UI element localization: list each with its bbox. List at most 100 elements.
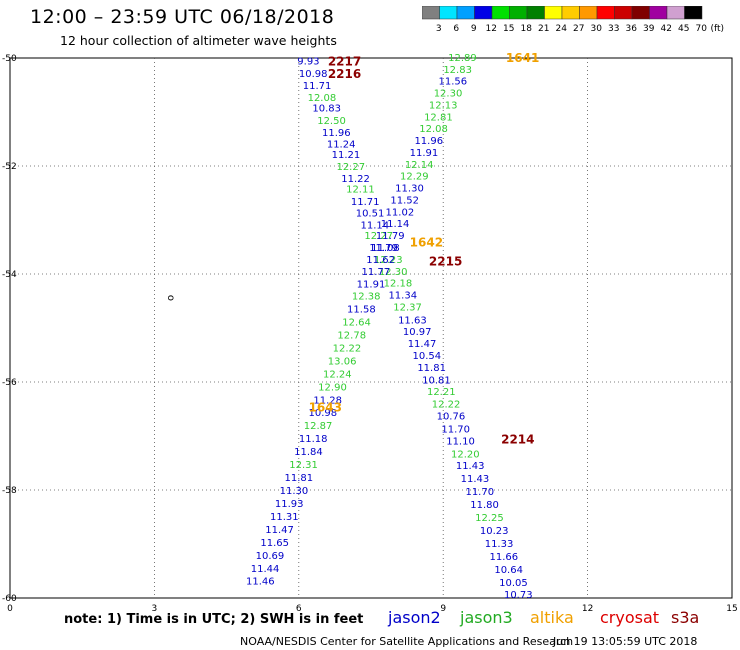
wave-height-label: 11.47 (408, 339, 437, 350)
colorbar-label: 21 (538, 24, 549, 34)
colorbar-label: 33 (608, 24, 619, 34)
colorbar-swatch (526, 6, 545, 20)
wave-height-label: 11.43 (456, 461, 485, 472)
wave-height-label: 11.43 (461, 474, 490, 485)
lon-tick-label: 0 (7, 604, 13, 614)
wave-height-label: 11.66 (490, 552, 519, 563)
footer-credit: NOAA/NESDIS Center for Satellite Applica… (240, 635, 574, 648)
wave-height-label: 9.93 (297, 57, 319, 68)
wave-height-label: 11.70 (465, 487, 494, 498)
pass-time-label: 2215 (429, 255, 462, 269)
wave-height-label: 11.96 (322, 128, 351, 139)
map-frame (9, 57, 733, 599)
wave-height-label: 11.93 (275, 499, 304, 510)
wave-height-label: 11.70 (441, 424, 470, 435)
pass-time-label: 2214 (501, 433, 534, 447)
lon-tick-label: 15 (726, 604, 737, 614)
legend-jason3: jason3 (460, 608, 513, 627)
colorbar-label: 18 (521, 24, 533, 34)
wave-height-label: 11.63 (398, 315, 427, 326)
wave-height-label: 11.96 (414, 136, 443, 147)
wave-height-label: 11.28 (313, 395, 342, 406)
wave-height-label: 12.29 (400, 172, 429, 183)
footer-timestamp: Jun 19 13:05:59 UTC 2018 (553, 635, 698, 648)
colorbar-label: 70 (696, 24, 708, 34)
wave-height-label: 10.98 (299, 69, 328, 80)
colorbar-unit: (ft) (710, 24, 724, 34)
colorbar-label: 6 (453, 24, 459, 34)
colorbar-label: 36 (626, 24, 638, 34)
wave-height-label: 12.30 (434, 89, 463, 100)
wave-height-label: 11.79 (376, 231, 405, 242)
colorbar-swatch (491, 6, 510, 20)
wave-height-label: 12.25 (475, 513, 504, 524)
colorbar-label: 15 (503, 24, 514, 34)
wave-height-label: 12.22 (333, 343, 362, 354)
legend-note: note: 1) Time is in UTC; 2) SWH is in fe… (64, 612, 364, 627)
legend-jason2: jason2 (388, 608, 441, 627)
wave-height-colorbar: 3 6 9 12 15 18 21 24 27 30 33 36 39 42 45 70 (ft) (422, 6, 724, 34)
chart-subtitle: 12 hour collection of altimeter wave hei… (60, 33, 337, 48)
wave-height-label: 11.47 (265, 525, 294, 536)
wave-height-label: 11.46 (246, 577, 275, 588)
wave-height-label: 11.44 (251, 564, 280, 575)
lat-tick-label: -58 (2, 486, 17, 496)
wave-height-label: 12.20 (451, 449, 480, 460)
wave-height-label: 10.98 (309, 408, 338, 419)
wave-height-label: 11.58 (347, 305, 376, 316)
island-marker: o (166, 295, 177, 301)
colorbar-swatch (561, 6, 580, 20)
wave-height-label: 12.13 (429, 100, 458, 111)
colorbar-label: 30 (591, 24, 603, 34)
wave-height-label: 11.91 (357, 280, 386, 291)
wave-height-label: 12.14 (405, 160, 434, 171)
pass-time-label: 2217 (328, 55, 361, 69)
wave-height-label: 11.62 (366, 255, 395, 266)
wave-height-label: 11.18 (299, 434, 328, 445)
wave-height-label: 11.22 (341, 174, 370, 185)
colorbar-label: 12 (486, 24, 497, 34)
wave-height-label: 12.30 (379, 267, 408, 278)
chart-title: 12:00 – 23:59 UTC 06/18/2018 (30, 6, 335, 28)
wave-height-label: 11.91 (410, 148, 439, 159)
wave-height-label: 12.11 (346, 185, 375, 196)
wave-height-label: 11.24 (327, 139, 356, 150)
wave-height-label: 12.27 (336, 162, 365, 173)
wave-height-label: 11.30 (280, 486, 309, 497)
colorbar-label: 24 (556, 24, 568, 34)
wave-height-label: 12.08 (308, 93, 337, 104)
wave-height-label: 10.64 (494, 565, 523, 576)
lon-tick-label: 12 (582, 604, 593, 614)
wave-height-label: 11.14 (381, 219, 410, 230)
wave-height-label: 12.22 (432, 400, 461, 411)
colorbar-swatch (579, 6, 598, 20)
colorbar-swatch (631, 6, 650, 20)
colorbar-swatch (422, 6, 440, 20)
wave-height-label: 11.81 (417, 363, 446, 374)
colorbar-swatch (649, 6, 668, 20)
colorbar-label: 45 (678, 24, 689, 34)
wave-height-label: 12.38 (352, 292, 381, 303)
wave-height-label: 12.89 (448, 53, 477, 64)
wave-height-label: 11.10 (446, 436, 475, 447)
wave-height-label: 11.14 (361, 220, 390, 231)
wave-height-label: 12.64 (342, 318, 371, 329)
pass-time-label: 2216 (328, 67, 361, 81)
colorbar-swatch (614, 6, 633, 20)
wave-height-label: 12.23 (374, 255, 403, 266)
colorbar-swatch (509, 6, 528, 20)
wave-height-label: 10.05 (499, 578, 528, 589)
colorbar-label: 27 (573, 24, 584, 34)
colorbar-swatch (596, 6, 615, 20)
wave-height-label: 12.27 (364, 231, 393, 242)
legend-altika: altika (530, 608, 574, 627)
wave-height-label: 11.56 (439, 77, 468, 88)
wave-height-label: 10.51 (356, 208, 385, 219)
wave-height-label: 11.08 (371, 243, 400, 254)
colorbar-swatch (439, 6, 458, 20)
wave-height-label: 10.69 (256, 551, 285, 562)
wave-height-label: 11.71 (303, 81, 332, 92)
colorbar-label: 9 (471, 24, 477, 34)
colorbar-swatch (544, 6, 563, 20)
